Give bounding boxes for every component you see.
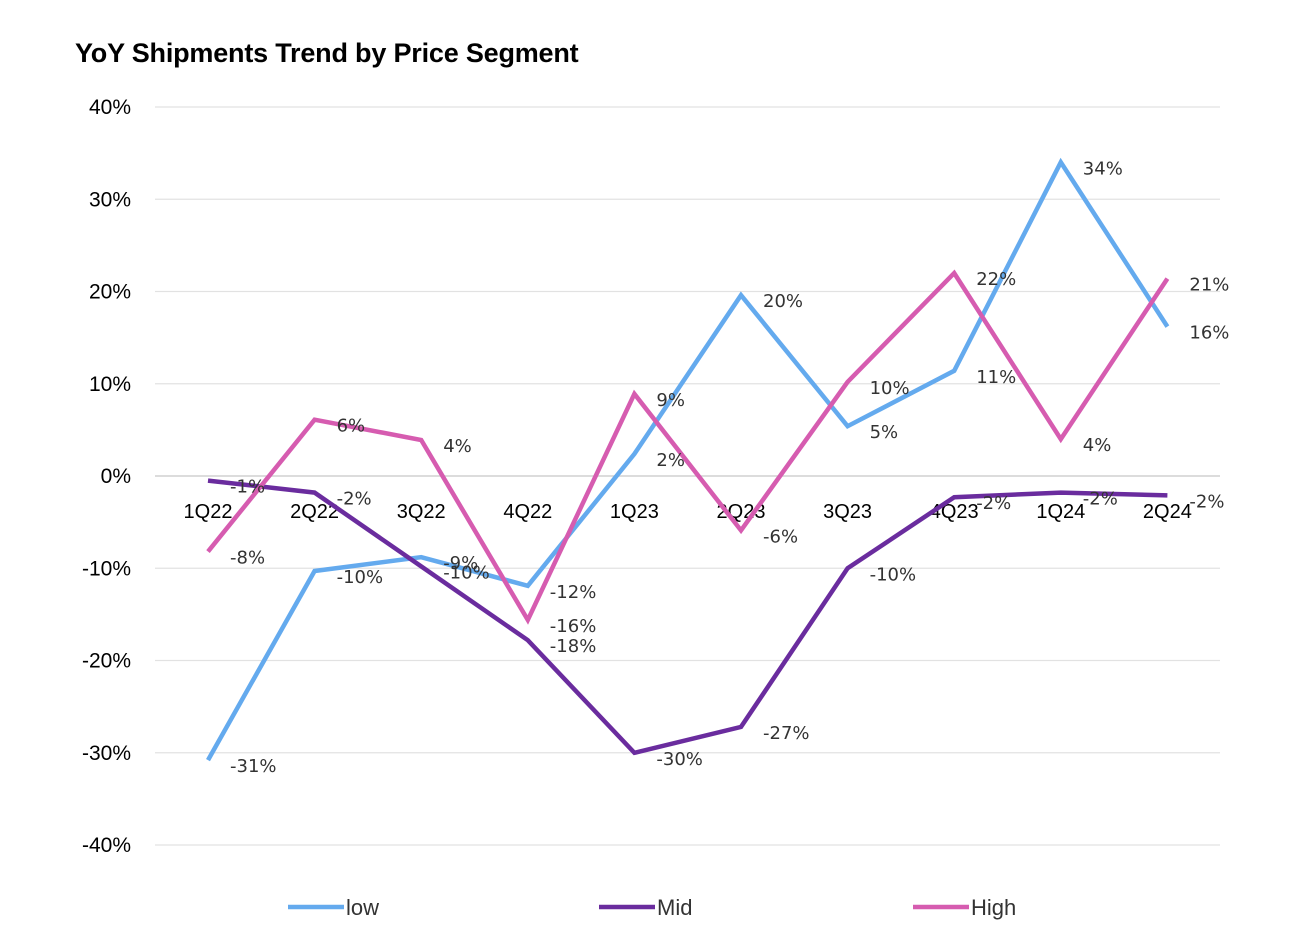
x-tick-label: 2Q22 <box>290 501 339 523</box>
x-tick-label: 3Q23 <box>823 501 872 523</box>
legend-label: Mid <box>657 895 692 920</box>
series-line-mid <box>207 478 1168 756</box>
x-axis-ticks: 1Q22 2Q22 3Q22 4Q22 1Q23 2Q23 3Q23 4Q23 1Q24 2Q24 <box>184 501 1192 523</box>
data-label: 16% <box>1189 323 1229 344</box>
data-label: 4% <box>1083 435 1112 456</box>
y-tick-label: 40% <box>89 96 131 119</box>
legend-label: low <box>346 895 379 920</box>
data-label: 5% <box>870 422 899 443</box>
data-label: -9% <box>443 553 478 574</box>
legend-item-low: low <box>288 895 379 920</box>
y-tick-label: -40% <box>82 834 131 857</box>
x-tick-label: 4Q23 <box>930 501 979 523</box>
data-label: -1% <box>230 477 265 498</box>
data-label: -2% <box>1189 491 1224 512</box>
y-tick-label: 30% <box>89 188 131 211</box>
data-label: 4% <box>443 436 472 457</box>
data-label: 2% <box>656 450 685 471</box>
data-label: -2% <box>1083 489 1118 510</box>
data-label: -10% <box>443 562 490 583</box>
data-label: -10% <box>337 567 384 588</box>
data-label: -6% <box>763 526 798 547</box>
data-label: 21% <box>1189 275 1229 296</box>
series-line-low <box>206 157 1170 762</box>
x-tick-label: 1Q24 <box>1036 501 1085 523</box>
legend-label: High <box>971 895 1016 920</box>
x-tick-label: 3Q22 <box>397 501 446 523</box>
data-label: -8% <box>230 548 265 569</box>
y-tick-label: 10% <box>89 373 131 396</box>
legend: low Mid High <box>288 895 1016 920</box>
data-label: 11% <box>976 367 1016 388</box>
y-axis-ticks: 40% 30% 20% 10% 0% -10% -20% -30% -40% <box>82 96 131 857</box>
data-label: -2% <box>337 489 372 510</box>
data-label: -30% <box>656 749 703 770</box>
data-label: -31% <box>230 756 277 777</box>
data-label: 34% <box>1083 158 1123 179</box>
x-tick-label: 2Q24 <box>1143 501 1192 523</box>
series-line-high <box>206 269 1170 625</box>
y-tick-label: 0% <box>101 465 131 488</box>
series-lines <box>206 157 1170 762</box>
x-tick-label: 1Q22 <box>184 501 233 523</box>
y-tick-label: -20% <box>82 650 131 673</box>
y-tick-label: -10% <box>82 557 131 580</box>
x-tick-label: 4Q22 <box>503 501 552 523</box>
data-label: -16% <box>550 616 597 637</box>
data-label: -12% <box>550 582 597 603</box>
chart-title: YoY Shipments Trend by Price Segment <box>75 38 579 68</box>
data-label: -10% <box>870 564 917 585</box>
data-label: -27% <box>763 723 810 744</box>
data-label: -2% <box>976 493 1011 514</box>
y-tick-label: -30% <box>82 742 131 765</box>
data-label: 10% <box>870 378 910 399</box>
x-tick-label: 1Q23 <box>610 501 659 523</box>
data-label: 22% <box>976 269 1016 290</box>
data-label: 20% <box>763 291 803 312</box>
y-tick-label: 20% <box>89 281 131 304</box>
legend-item-mid: Mid <box>599 895 692 920</box>
data-label: -18% <box>550 636 597 657</box>
gridlines <box>155 106 1220 846</box>
data-label: 9% <box>656 390 685 411</box>
legend-item-high: High <box>913 895 1016 920</box>
data-label: 6% <box>337 416 366 437</box>
data-labels: -31%-10%-9%-12%2%20%5%11%34%16%-1%-2%-10… <box>230 158 1229 777</box>
